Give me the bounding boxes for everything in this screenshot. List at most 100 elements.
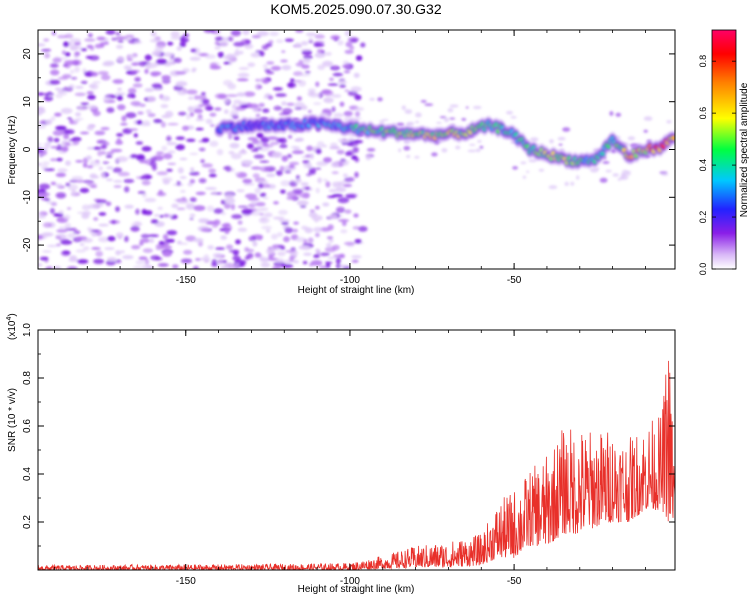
noise-blob xyxy=(241,160,253,165)
noise-blob xyxy=(116,133,124,137)
noise-blob xyxy=(189,171,200,176)
noise-blob xyxy=(144,54,152,61)
noise-blob xyxy=(335,257,341,264)
noise-blob xyxy=(195,127,204,131)
noise-blob xyxy=(310,153,314,160)
noise-blob xyxy=(98,212,107,216)
noise-blob xyxy=(105,178,113,182)
noise-blob xyxy=(311,215,323,221)
noise-blob xyxy=(354,171,359,178)
noise-blob xyxy=(261,225,273,230)
noise-blob xyxy=(57,168,68,173)
noise-blob xyxy=(188,96,194,100)
noise-blob xyxy=(55,147,62,151)
noise-blob xyxy=(74,92,87,97)
noise-blob xyxy=(127,93,135,98)
noise-blob xyxy=(69,38,82,43)
noise-blob xyxy=(142,264,152,269)
noise-blob xyxy=(265,71,275,75)
noise-blob xyxy=(244,39,251,45)
noise-blob xyxy=(424,103,434,106)
noise-blob xyxy=(627,136,636,141)
noise-blob xyxy=(64,60,76,66)
noise-blob xyxy=(231,103,237,110)
noise-blob xyxy=(265,42,273,48)
noise-blob xyxy=(205,118,213,125)
noise-blob xyxy=(193,105,202,110)
noise-blob xyxy=(97,150,103,157)
noise-blob xyxy=(233,51,240,57)
noise-blob xyxy=(292,188,304,194)
noise-blob xyxy=(469,143,476,146)
noise-blob xyxy=(315,205,320,210)
noise-blob xyxy=(222,37,228,41)
noise-blob xyxy=(201,103,212,107)
noise-blob xyxy=(107,257,117,262)
noise-blob xyxy=(281,221,289,225)
noise-blob xyxy=(55,236,62,239)
noise-blob xyxy=(322,108,332,114)
noise-blob xyxy=(317,177,322,184)
noise-blob xyxy=(275,170,283,176)
noise-blob xyxy=(79,243,85,246)
noise-blob xyxy=(257,180,269,184)
noise-blob xyxy=(150,219,159,224)
noise-blob xyxy=(46,244,58,248)
noise-blob xyxy=(406,121,415,126)
noise-blob xyxy=(242,30,250,36)
noise-blob xyxy=(350,38,358,43)
noise-blob xyxy=(234,172,240,176)
noise-blob xyxy=(115,140,123,145)
noise-blob xyxy=(49,208,55,214)
noise-blob xyxy=(420,100,427,103)
noise-blob xyxy=(195,258,201,261)
noise-blob xyxy=(323,89,334,97)
spectrogram-y-ticks: -20 -10 0 10 20 xyxy=(22,29,675,270)
noise-blob xyxy=(273,201,279,205)
noise-blob xyxy=(277,251,286,257)
noise-blob xyxy=(38,92,44,96)
noise-blob xyxy=(81,204,91,211)
noise-blob xyxy=(194,51,202,56)
noise-blob xyxy=(38,234,44,240)
noise-blob xyxy=(293,146,301,151)
noise-blob xyxy=(612,173,619,177)
spectrogram-noise xyxy=(38,30,672,269)
noise-blob xyxy=(224,109,229,114)
noise-blob xyxy=(64,142,71,147)
noise-blob xyxy=(296,137,305,142)
noise-blob xyxy=(291,150,304,155)
y-tick-label: -10 xyxy=(22,190,33,205)
noise-blob xyxy=(137,111,144,115)
snr-multiplier-label: (x104) xyxy=(6,313,18,340)
noise-blob xyxy=(132,265,145,269)
noise-blob xyxy=(330,142,338,148)
noise-blob xyxy=(127,58,134,62)
noise-blob xyxy=(223,203,231,209)
noise-blob xyxy=(44,142,51,148)
noise-blob xyxy=(100,127,110,131)
noise-blob xyxy=(104,247,115,250)
noise-blob xyxy=(128,87,137,94)
noise-blob xyxy=(69,255,78,262)
noise-blob xyxy=(401,105,406,110)
noise-blob xyxy=(136,120,143,125)
noise-blob xyxy=(278,209,288,215)
noise-blob xyxy=(91,229,100,233)
noise-blob xyxy=(228,150,235,155)
colorbar-tick-label: 0.4 xyxy=(698,159,708,172)
noise-blob xyxy=(189,217,194,220)
noise-blob xyxy=(87,227,92,232)
noise-blob xyxy=(203,30,215,33)
noise-blob xyxy=(230,109,239,116)
noise-blob xyxy=(564,181,569,186)
noise-blob xyxy=(166,142,178,146)
noise-blob xyxy=(90,175,100,179)
noise-blob xyxy=(189,112,194,117)
noise-blob xyxy=(319,252,330,257)
noise-blob xyxy=(63,214,71,221)
noise-blob xyxy=(64,227,77,231)
noise-blob xyxy=(62,74,72,79)
noise-blob xyxy=(86,165,94,169)
noise-blob xyxy=(238,67,249,70)
